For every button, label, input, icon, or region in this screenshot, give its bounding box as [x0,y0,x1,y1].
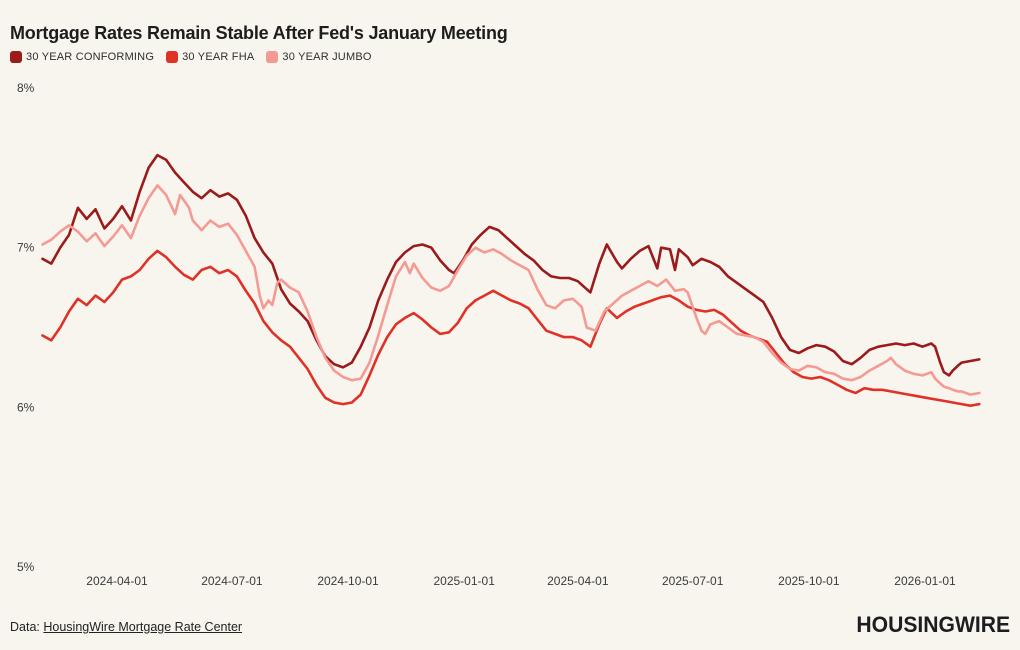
fha-swatch-icon [166,51,179,63]
y-axis-tick-label: 5% [17,560,35,574]
series-line-30-year-conforming [41,153,981,377]
housingwire-logo: HOUSINGWIRE [856,612,1010,637]
x-axis-tick-label: 2025-07-01 [662,574,724,588]
page-title: Mortgage Rates Remain Stable After Fed's… [10,23,508,44]
x-axis-tick-label: 2024-04-01 [86,574,148,588]
x-axis-tick-label: 2025-01-01 [433,574,495,588]
data-source: Data: HousingWire Mortgage Rate Center [10,620,242,634]
conforming-swatch-icon [10,51,22,63]
legend-label-conforming: 30 YEAR CONFORMING [26,51,155,63]
data-source-link[interactable]: HousingWire Mortgage Rate Center [43,620,243,634]
y-axis-tick-label: 6% [17,400,35,414]
x-axis-tick-label: 2025-04-01 [547,574,609,588]
x-axis-tick-label: 2024-10-01 [317,574,379,588]
jumbo-swatch-icon [266,51,279,63]
legend-item-fha: 30 YEAR FHA [166,51,254,63]
legend-label-fha: 30 YEAR FHA [182,51,255,63]
y-axis-tick-label: 8% [17,81,35,95]
mortgage-rates-line-chart: 8% 7% 6% 5% 2024-04-01 2024-07-01 2024-10-01 20… [17,81,981,588]
legend-item-conforming: 30 YEAR CONFORMING [10,51,154,63]
series-line-30-year-jumbo [41,184,981,396]
y-axis-tick-label: 7% [17,241,35,255]
legend-label-jumbo: 30 YEAR JUMBO [282,51,372,63]
chart-legend: 30 YEAR CONFORMING 30 YEAR FHA 30 YEAR J… [10,51,372,63]
legend-item-jumbo: 30 YEAR JUMBO [266,51,371,63]
x-axis-tick-label: 2025-10-01 [778,574,840,588]
data-source-prefix: Data: [10,620,44,634]
x-axis-tick-label: 2024-07-01 [201,574,263,588]
series-line-30-year-fha [41,249,981,408]
x-axis-tick-label: 2026-01-01 [894,574,956,588]
